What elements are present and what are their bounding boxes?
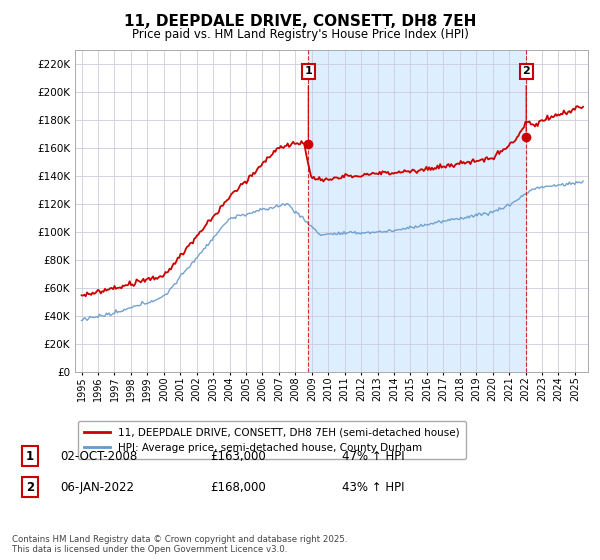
Legend: 11, DEEPDALE DRIVE, CONSETT, DH8 7EH (semi-detached house), HPI: Average price, : 11, DEEPDALE DRIVE, CONSETT, DH8 7EH (se… — [77, 421, 466, 459]
Text: 06-JAN-2022: 06-JAN-2022 — [60, 480, 134, 494]
Text: £168,000: £168,000 — [210, 480, 266, 494]
Text: £163,000: £163,000 — [210, 450, 266, 463]
Text: Price paid vs. HM Land Registry's House Price Index (HPI): Price paid vs. HM Land Registry's House … — [131, 28, 469, 41]
Text: 47% ↑ HPI: 47% ↑ HPI — [342, 450, 404, 463]
Text: 11, DEEPDALE DRIVE, CONSETT, DH8 7EH: 11, DEEPDALE DRIVE, CONSETT, DH8 7EH — [124, 14, 476, 29]
Bar — [308, 50, 526, 372]
Text: 1: 1 — [304, 67, 312, 139]
Text: 02-OCT-2008: 02-OCT-2008 — [60, 450, 137, 463]
Text: 43% ↑ HPI: 43% ↑ HPI — [342, 480, 404, 494]
Text: 2: 2 — [523, 67, 530, 132]
Text: 2: 2 — [26, 480, 34, 494]
Text: Contains HM Land Registry data © Crown copyright and database right 2025.
This d: Contains HM Land Registry data © Crown c… — [12, 535, 347, 554]
Text: 1: 1 — [26, 450, 34, 463]
